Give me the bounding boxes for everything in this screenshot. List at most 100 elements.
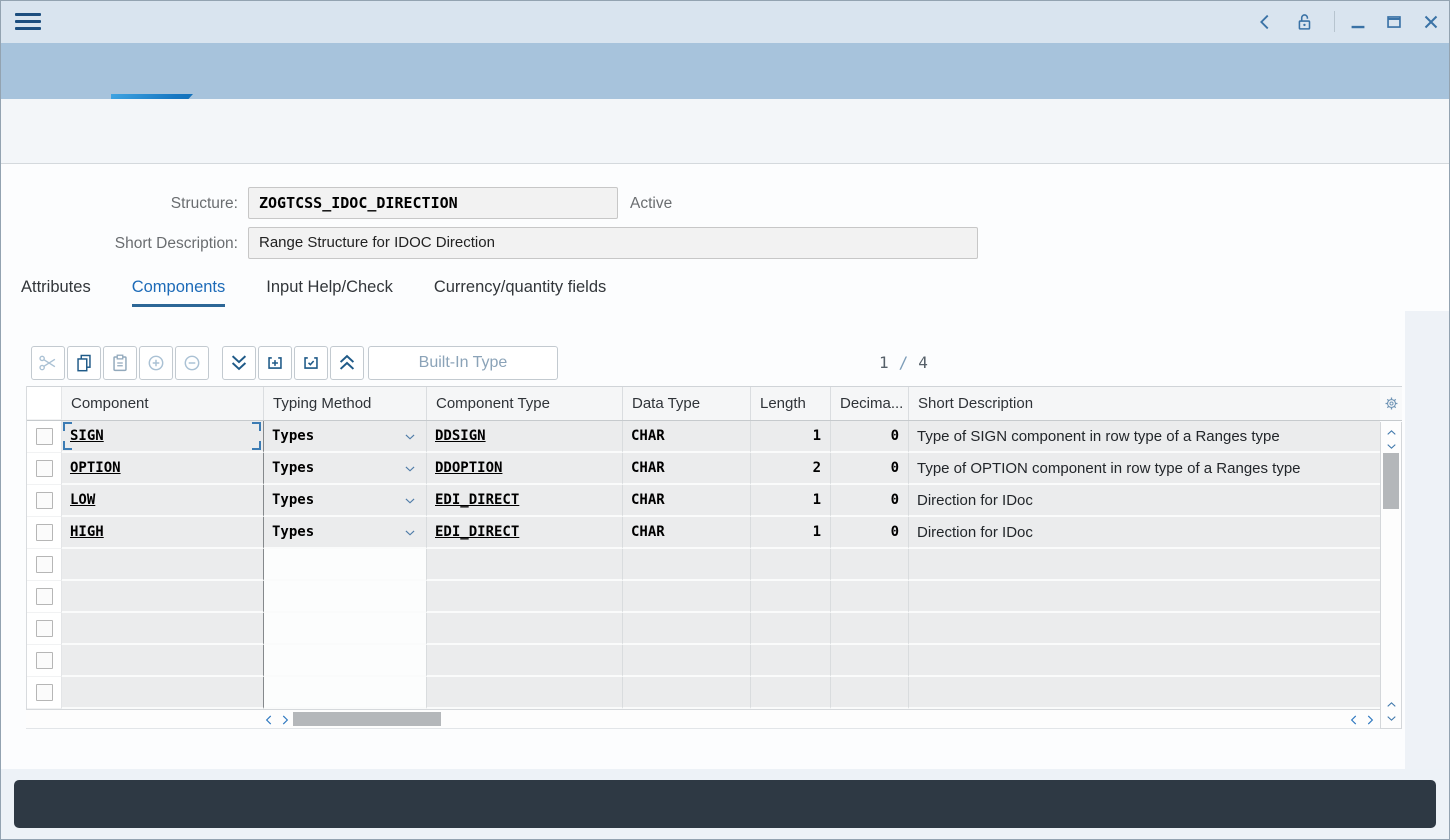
component-link[interactable]: OPTION [70,460,121,476]
header-decimals[interactable]: Decima... [831,387,909,420]
table-row: LOW Types EDI_DIRECT CHAR 1 0 Direction … [27,485,1380,517]
decimals-value: 0 [890,524,899,540]
typing-method-value[interactable]: Types [272,428,315,444]
chevron-down-icon[interactable] [403,430,417,444]
scroll-left-icon[interactable] [1347,713,1361,727]
table-row: HIGH Types EDI_DIRECT CHAR 1 0 Direction… [27,517,1380,549]
copy-button[interactable] [67,346,101,380]
tab-components[interactable]: Components [131,271,226,307]
menu-icon[interactable] [15,13,41,32]
short-description-label: Short Description: [114,235,238,252]
nav-back-icon[interactable] [1254,11,1276,33]
component-link[interactable]: SIGN [70,428,104,444]
component-type-link[interactable]: EDI_DIRECT [435,524,520,540]
row-checkbox[interactable] [35,588,53,605]
header-short-description[interactable]: Short Description [918,395,1034,412]
status-active: Active [630,195,673,212]
typing-method-value[interactable]: Types [272,492,315,508]
row-checkbox[interactable] [35,524,53,541]
scroll-up-icon[interactable] [1385,426,1398,439]
structure-label: Structure: [170,195,238,212]
expand-all-button[interactable] [222,346,256,380]
scroll-right-icon[interactable] [278,713,292,727]
row-checkbox[interactable] [35,652,53,669]
chevron-down-icon[interactable] [403,494,417,508]
header-selection-column [27,387,62,420]
short-description-field[interactable]: Range Structure for IDOC Direction [248,227,978,259]
decimals-value: 0 [890,460,899,476]
collapse-all-button[interactable] [330,346,364,380]
row-checkbox[interactable] [35,492,53,509]
row-position-counter: 1 / 4 [879,353,969,372]
row-checkbox[interactable] [35,460,53,477]
table-header-row: Component Typing Method Component Type D… [27,386,1380,421]
row-checkbox[interactable] [35,620,53,637]
scroll-down-icon[interactable] [1385,440,1398,453]
component-type-link[interactable]: DDSIGN [435,428,486,444]
window-controls-divider [1334,11,1335,32]
component-type-link[interactable]: EDI_DIRECT [435,492,520,508]
scroll-up-icon[interactable] [1385,698,1398,711]
header-data-type[interactable]: Data Type [623,387,751,420]
component-link[interactable]: LOW [70,492,96,508]
insert-row-button[interactable] [139,346,173,380]
page-separator: / [898,353,909,372]
row-checkbox[interactable] [35,428,53,445]
header-component[interactable]: Component [62,387,264,420]
tab-attributes[interactable]: Attributes [21,278,91,296]
component-type-link[interactable]: DDOPTION [435,460,503,476]
structure-field[interactable]: ZOGTCSS_IDOC_DIRECTION [248,187,618,219]
delete-row-button[interactable] [175,346,209,380]
table-row-empty [27,581,1380,613]
typing-method-value[interactable]: Types [272,460,315,476]
vertical-scrollbar-thumb[interactable] [1383,453,1399,509]
tab-input-help-check[interactable]: Input Help/Check [266,278,393,296]
minimize-icon[interactable] [1347,11,1369,33]
scroll-left-icon[interactable] [262,713,276,727]
horizontal-scrollbar[interactable] [26,709,1380,729]
table-row-empty [27,677,1380,709]
header-length[interactable]: Length [751,387,831,420]
header-component-type[interactable]: Component Type [427,387,623,420]
paste-button[interactable] [103,346,137,380]
table-row: SIGN Types DDSIGN CHAR 1 0 Type of SIGN … [27,421,1380,453]
typing-method-value[interactable]: Types [272,524,315,540]
decimals-value: 0 [890,492,899,508]
table-row-empty [27,613,1380,645]
decimals-value: 0 [890,428,899,444]
short-description-value: Direction for IDoc [917,523,1033,541]
row-checkbox[interactable] [35,684,53,701]
chevron-down-icon[interactable] [403,462,417,476]
scroll-down-icon[interactable] [1385,712,1398,725]
built-in-type-button[interactable]: Built-In Type [368,346,558,380]
length-value: 1 [812,492,821,508]
select-line-button[interactable] [294,346,328,380]
gear-icon[interactable] [1383,395,1400,412]
component-link[interactable]: HIGH [70,524,104,540]
footer-area [1,769,1449,839]
maximize-icon[interactable] [1383,11,1405,33]
chevron-down-icon[interactable] [403,526,417,540]
page-current: 1 [879,353,889,372]
header-typing-method[interactable]: Typing Method [264,387,427,420]
horizontal-scrollbar-thumb[interactable] [293,712,441,726]
tab-currency-quantity-fields[interactable]: Currency/quantity fields [433,278,607,296]
cut-button[interactable] [31,346,65,380]
lock-open-icon[interactable] [1293,11,1315,33]
short-description-value: Direction for IDoc [917,491,1033,509]
data-type-value: CHAR [631,524,665,540]
status-bar [14,780,1436,828]
components-table: Component Typing Method Component Type D… [26,386,1380,709]
length-value: 1 [812,524,821,540]
data-type-value: CHAR [631,492,665,508]
window-title-bar [1,1,1449,43]
short-description-value: Type of SIGN component in row type of a … [917,427,1280,445]
short-description-value: Type of OPTION component in row type of … [917,459,1301,477]
length-value: 1 [812,428,821,444]
row-checkbox[interactable] [35,556,53,573]
vertical-scrollbar[interactable] [1380,422,1402,729]
table-row-empty [27,645,1380,677]
scroll-right-icon[interactable] [1363,713,1377,727]
insert-line-button[interactable] [258,346,292,380]
close-icon[interactable] [1420,11,1442,33]
